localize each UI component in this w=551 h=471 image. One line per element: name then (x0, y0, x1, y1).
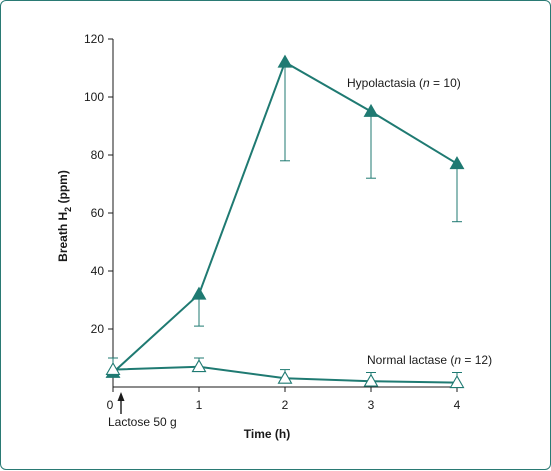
y-tick-label: 20 (91, 322, 105, 336)
x-tick-label: 1 (196, 398, 203, 412)
series-label-hypolactasia: Hypolactasia (n = 10) (347, 76, 461, 90)
labels: Breath H2 (ppm) Time (h) Lactose 50 g Hy… (56, 76, 492, 441)
y-tick-label: 120 (84, 32, 104, 46)
normal-lactase-point (363, 373, 379, 387)
x-tick-label: 2 (282, 398, 289, 412)
y-tick-label: 60 (91, 206, 105, 220)
hypolactasia-point (277, 54, 293, 68)
x-axis-title: Time (h) (244, 427, 290, 441)
lactose-annotation: Lactose 50 g (108, 415, 177, 429)
x-tick-label: 3 (368, 398, 375, 412)
x-tick-label: 4 (454, 398, 461, 412)
series-layer (105, 54, 465, 389)
hypolactasia-point (363, 103, 379, 117)
series-label-normal-lactase: Normal lactase (n = 12) (367, 353, 492, 367)
normal-lactase-point (449, 375, 465, 389)
y-axis-title: Breath H2 (ppm) (56, 170, 73, 262)
axes: 20 40 60 80 100 120 0 1 2 3 4 (84, 32, 461, 414)
y-tick-label: 100 (84, 90, 104, 104)
x-tick-label: 0 (107, 398, 114, 412)
hypolactasia-point (191, 286, 207, 300)
y-tick-label: 40 (91, 264, 105, 278)
normal-lactase-point (191, 359, 207, 373)
y-tick-label: 80 (91, 148, 105, 162)
normal-lactase-point (105, 361, 121, 376)
hypolactasia-point (449, 156, 465, 170)
dose-arrow-head (117, 392, 125, 401)
normal-lactase-point (277, 370, 293, 384)
